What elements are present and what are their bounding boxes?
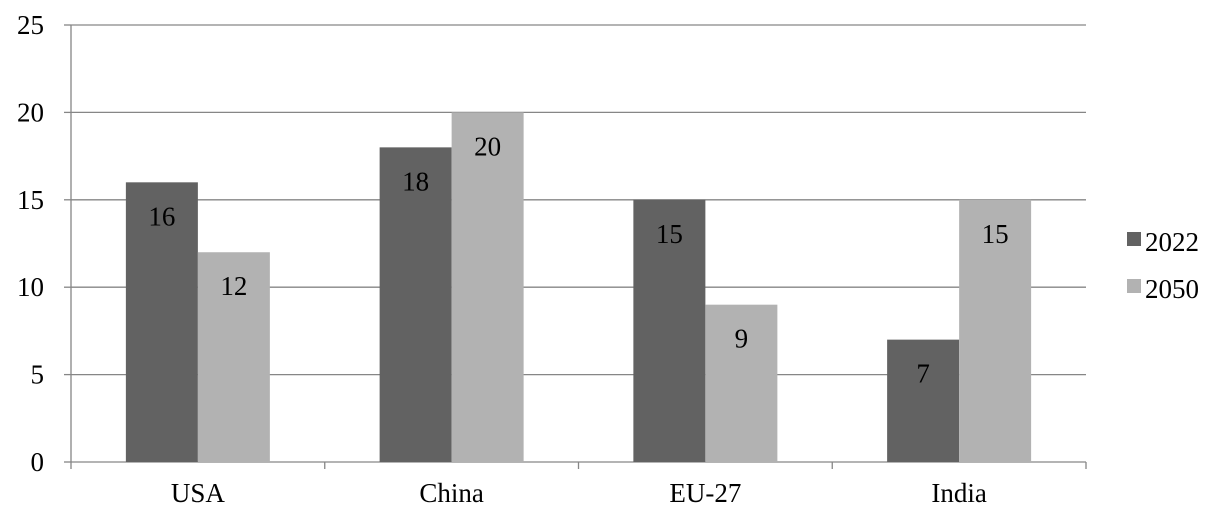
data-label: 15 [982, 219, 1009, 249]
data-label: 7 [916, 359, 930, 389]
legend-label: 2022 [1145, 227, 1199, 257]
bar-usa-2022 [125, 182, 198, 462]
bar-india-2050 [959, 199, 1032, 463]
bar-usa-2050 [197, 252, 270, 462]
y-tick-label: 5 [31, 360, 45, 390]
y-tick-label: 20 [17, 97, 44, 127]
y-tick-label: 0 [31, 447, 45, 477]
x-tick-label: USA [171, 478, 226, 508]
legend: 2022 2050 [1127, 227, 1199, 304]
data-label: 18 [402, 166, 429, 196]
data-label: 9 [735, 324, 749, 354]
legend-swatch [1127, 279, 1141, 293]
y-tick-label: 25 [17, 10, 44, 40]
x-tick-label: India [931, 478, 986, 508]
bar-china-2050 [451, 112, 524, 463]
bar-china-2022 [379, 147, 452, 463]
axes: 0 5 10 15 20 25 USA China EU-27 India [17, 10, 1087, 508]
bar-eu-27-2022 [633, 199, 706, 463]
bar-india-2022 [887, 339, 960, 462]
data-label: 20 [474, 131, 501, 161]
data-label: 15 [656, 219, 683, 249]
data-label: 16 [148, 201, 175, 231]
y-tick-label: 15 [17, 185, 44, 215]
x-tick-label: EU-27 [669, 478, 741, 508]
data-label: 12 [220, 271, 247, 301]
legend-label: 2050 [1145, 274, 1199, 304]
x-tick-label: China [419, 478, 484, 508]
bar-eu-27-2050 [705, 304, 778, 462]
legend-swatch [1127, 232, 1141, 246]
y-tick-label: 10 [17, 272, 44, 302]
data-labels: 16 12 18 20 15 9 7 15 [148, 131, 1008, 388]
bars [125, 112, 1032, 463]
